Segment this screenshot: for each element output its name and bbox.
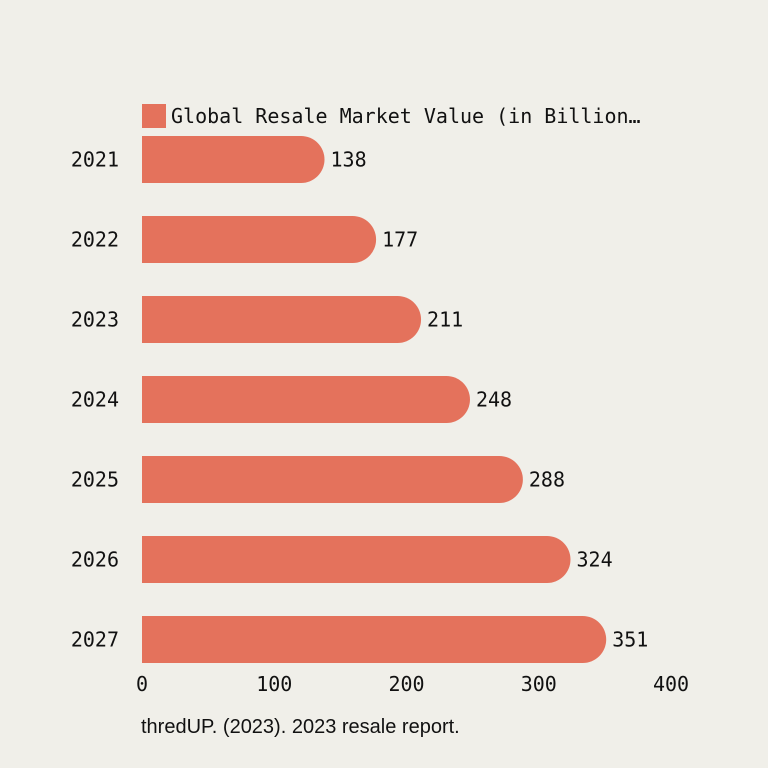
x-tick-label-200: 200	[388, 672, 424, 696]
bar-2023	[142, 296, 422, 343]
bar-2022	[142, 216, 377, 263]
bar-2026	[142, 536, 571, 583]
x-tick-label-100: 100	[256, 672, 292, 696]
category-label-2025: 2025	[71, 468, 119, 492]
category-label-2023: 2023	[71, 308, 119, 332]
x-axis: 0 100 200 300 400	[136, 672, 689, 696]
legend-label: Global Resale Market Value (in Billion…	[171, 104, 641, 128]
value-label-2024: 248	[476, 388, 512, 412]
source-citation: thredUP. (2023). 2023 resale report.	[141, 716, 460, 738]
bar-2027	[142, 616, 607, 663]
value-label-2026: 324	[576, 548, 612, 572]
category-label-2022: 2022	[71, 228, 119, 252]
category-label-2027: 2027	[71, 628, 119, 652]
x-tick-label-400: 400	[653, 672, 689, 696]
bar-2024	[142, 376, 470, 423]
x-tick-label-0: 0	[136, 672, 148, 696]
value-label-2025: 288	[529, 468, 565, 492]
bars: 2021 138 2022 177 2023 211 2024 248 2025 288 2026 3…	[71, 136, 648, 663]
bar-2025	[142, 456, 523, 503]
bar-2021	[142, 136, 325, 183]
value-label-2027: 351	[612, 628, 648, 652]
value-label-2021: 138	[331, 148, 367, 172]
legend-swatch	[142, 104, 166, 128]
category-label-2021: 2021	[71, 148, 119, 172]
value-label-2022: 177	[382, 228, 418, 252]
value-label-2023: 211	[427, 308, 463, 332]
legend: Global Resale Market Value (in Billion…	[142, 104, 641, 128]
category-label-2026: 2026	[71, 548, 119, 572]
category-label-2024: 2024	[71, 388, 119, 412]
x-tick-label-300: 300	[521, 672, 557, 696]
